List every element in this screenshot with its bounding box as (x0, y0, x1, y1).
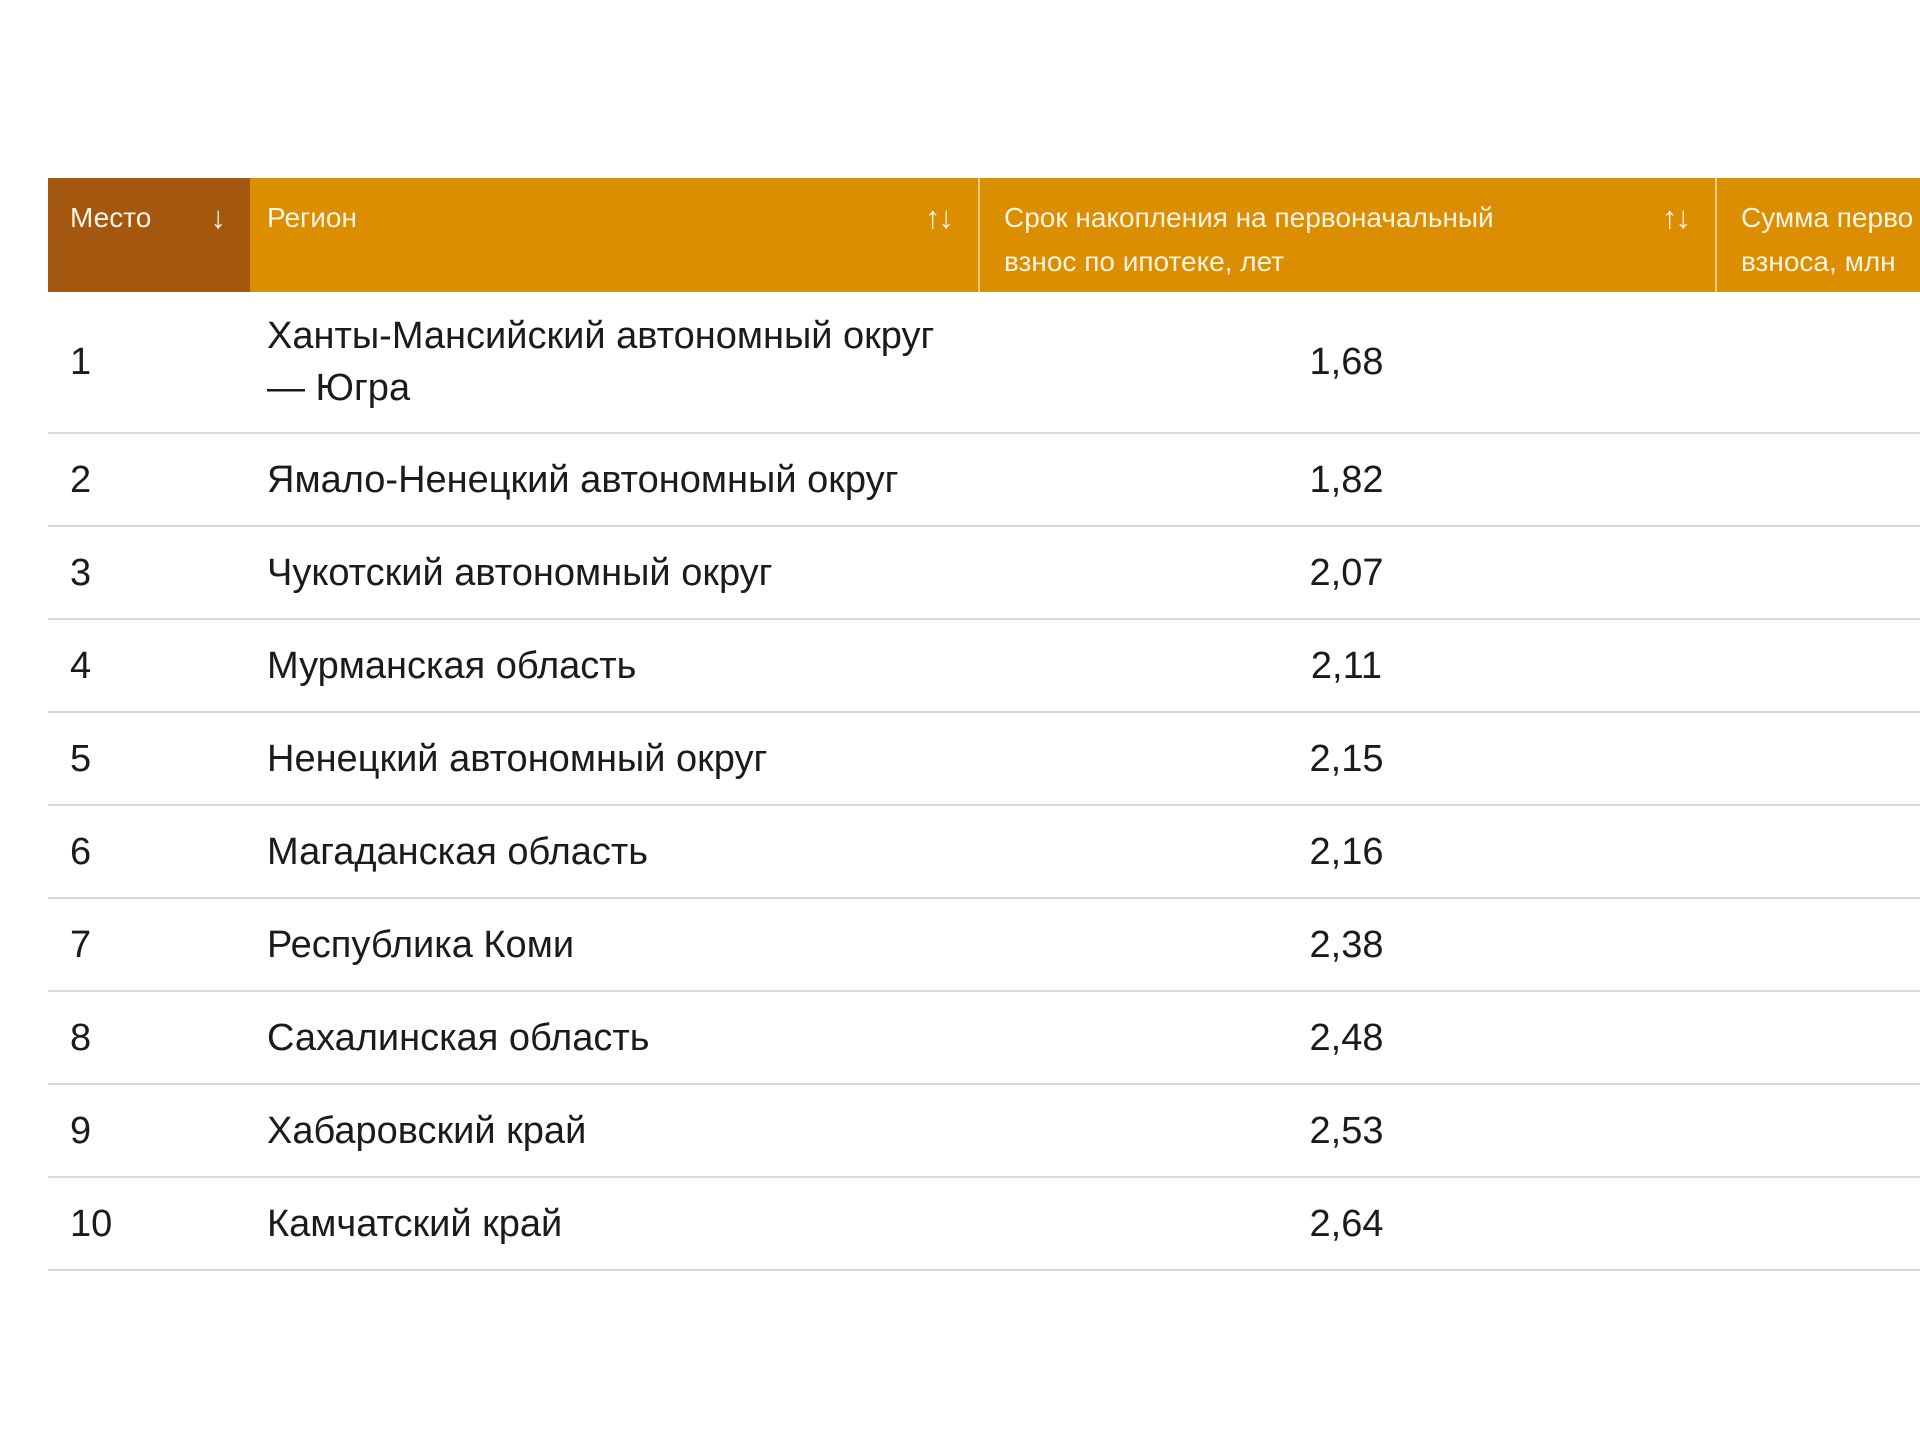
header-label-region: Регион (267, 202, 357, 233)
header-cell-place[interactable]: Место ↓ (48, 178, 250, 292)
table-row: 1 Ханты-Мансийский автономный округ — Юг… (48, 292, 1920, 434)
table-row: 4 Мурманская область 2,11 (48, 620, 1920, 713)
table-row: 9 Хабаровский край 2,53 (48, 1085, 1920, 1178)
cell-place: 9 (70, 1109, 92, 1152)
cell-region: Ямало-Ненецкий автономный округ (267, 458, 899, 501)
sort-both-icon: ↑↓ (925, 200, 954, 235)
cell-term: 1,68 (1309, 341, 1384, 383)
regions-ranking-table: Место ↓ Регион ↑↓ Срок накопления на пер… (48, 178, 1920, 1271)
cell-place: 10 (70, 1202, 113, 1245)
cell-region: Республика Коми (267, 923, 575, 966)
cell-region: Магаданская область (267, 830, 649, 873)
header-label-sum: Сумма перво взноса, млн (1741, 202, 1914, 277)
cell-term: 2,15 (1309, 737, 1384, 780)
header-cell-term[interactable]: Срок накопления на первоначальный взнос … (978, 178, 1715, 292)
cell-place: 1 (70, 341, 92, 383)
cell-region: Ханты-Мансийский автономный округ — Югра (267, 315, 935, 409)
cell-place: 5 (70, 737, 92, 780)
cell-place: 3 (70, 551, 92, 594)
cell-region: Камчатский край (267, 1202, 563, 1245)
cell-place: 4 (70, 644, 92, 687)
cell-region: Хабаровский край (267, 1109, 587, 1152)
cell-term: 2,53 (1309, 1109, 1384, 1152)
sort-both-icon: ↑↓ (1662, 200, 1691, 235)
cell-place: 7 (70, 923, 92, 966)
table-row: 2 Ямало-Ненецкий автономный округ 1,82 (48, 434, 1920, 527)
cell-region: Сахалинская область (267, 1016, 650, 1059)
header-cell-sum[interactable]: Сумма перво взноса, млн (1715, 178, 1920, 292)
cell-term: 2,16 (1309, 830, 1384, 873)
header-label-term: Срок накопления на первоначальный взнос … (1004, 202, 1494, 277)
cell-term: 2,64 (1309, 1202, 1384, 1245)
cell-term: 2,11 (1310, 644, 1383, 687)
table-body: 1 Ханты-Мансийский автономный округ — Юг… (48, 292, 1920, 1271)
table-row: 3 Чукотский автономный округ 2,07 (48, 527, 1920, 620)
cell-place: 8 (70, 1016, 92, 1059)
table-row: 5 Ненецкий автономный округ 2,15 (48, 713, 1920, 806)
cell-place: 2 (70, 458, 92, 501)
cell-region: Мурманская область (267, 644, 637, 687)
cell-term: 2,07 (1309, 551, 1384, 594)
table-row: 7 Республика Коми 2,38 (48, 899, 1920, 992)
header-cell-region[interactable]: Регион ↑↓ (250, 178, 978, 292)
header-label-place: Место (70, 202, 152, 233)
cell-term: 1,82 (1309, 458, 1384, 501)
table-row: 10 Камчатский край 2,64 (48, 1178, 1920, 1271)
cell-term: 2,38 (1309, 923, 1384, 966)
cell-region: Ненецкий автономный округ (267, 737, 768, 780)
cell-place: 6 (70, 830, 92, 873)
table-row: 6 Магаданская область 2,16 (48, 806, 1920, 899)
sort-descending-icon: ↓ (210, 200, 226, 235)
cell-term: 2,48 (1309, 1016, 1384, 1059)
table-row: 8 Сахалинская область 2,48 (48, 992, 1920, 1085)
cell-region: Чукотский автономный округ (267, 551, 773, 594)
table-header: Место ↓ Регион ↑↓ Срок накопления на пер… (48, 178, 1920, 292)
